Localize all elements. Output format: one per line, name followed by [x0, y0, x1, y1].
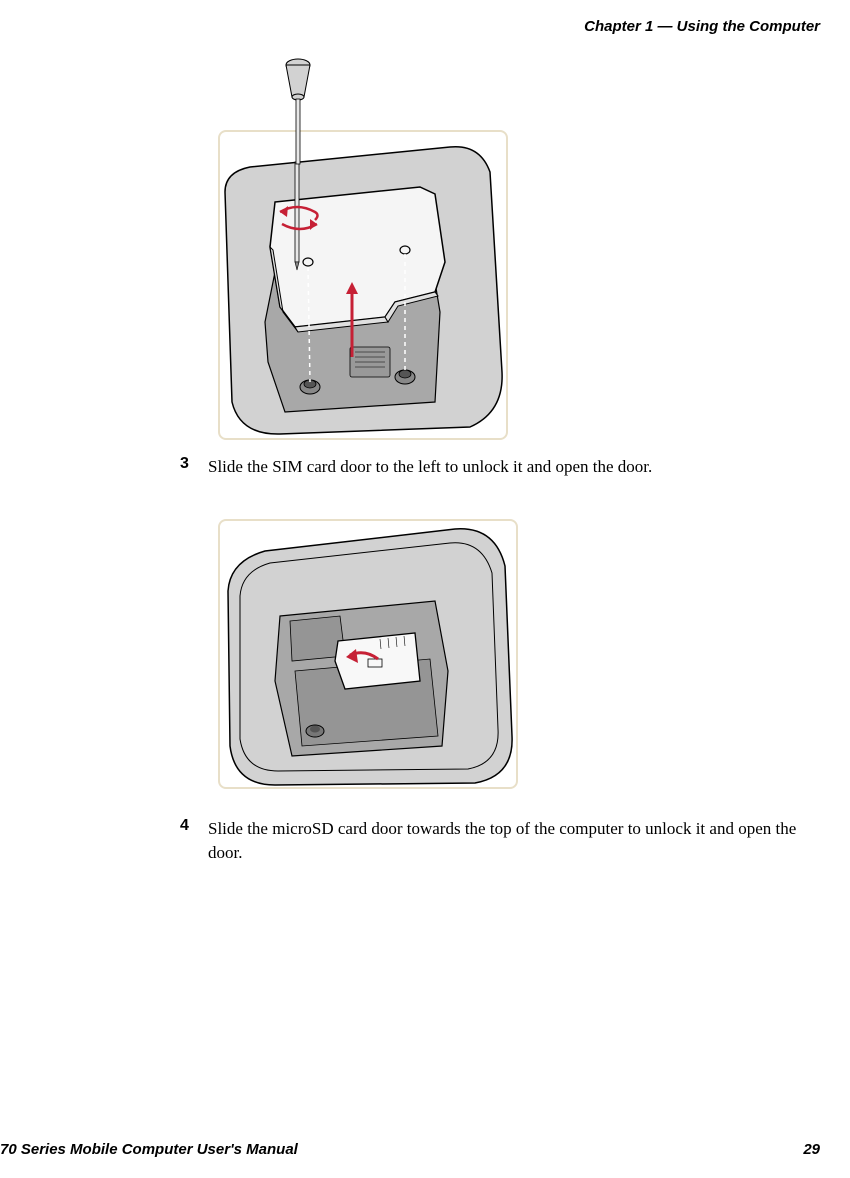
chapter-label: Chapter 1 — Using the Computer	[584, 18, 820, 35]
step-3: 3 Slide the SIM card door to the left to…	[0, 455, 850, 479]
step-4-number: 4	[180, 817, 208, 865]
figure-2-svg	[220, 521, 516, 787]
step-3-number: 3	[180, 455, 208, 479]
step-4: 4 Slide the microSD card door towards th…	[0, 817, 850, 865]
figure-2	[218, 519, 518, 789]
footer-manual-title: 70 Series Mobile Computer User's Manual	[0, 1141, 298, 1158]
figure-1-svg	[220, 132, 506, 438]
page-header: Chapter 1 — Using the Computer	[584, 18, 820, 35]
figure-1	[218, 130, 508, 440]
step-3-text: Slide the SIM card door to the left to u…	[208, 455, 652, 479]
page-content: 3 Slide the SIM card door to the left to…	[0, 55, 850, 864]
footer-page-number: 29	[803, 1141, 820, 1158]
step-4-text: Slide the microSD card door towards the …	[208, 817, 820, 865]
screwdriver-handle-illustration	[280, 57, 340, 167]
page-footer: 70 Series Mobile Computer User's Manual …	[0, 1141, 820, 1158]
